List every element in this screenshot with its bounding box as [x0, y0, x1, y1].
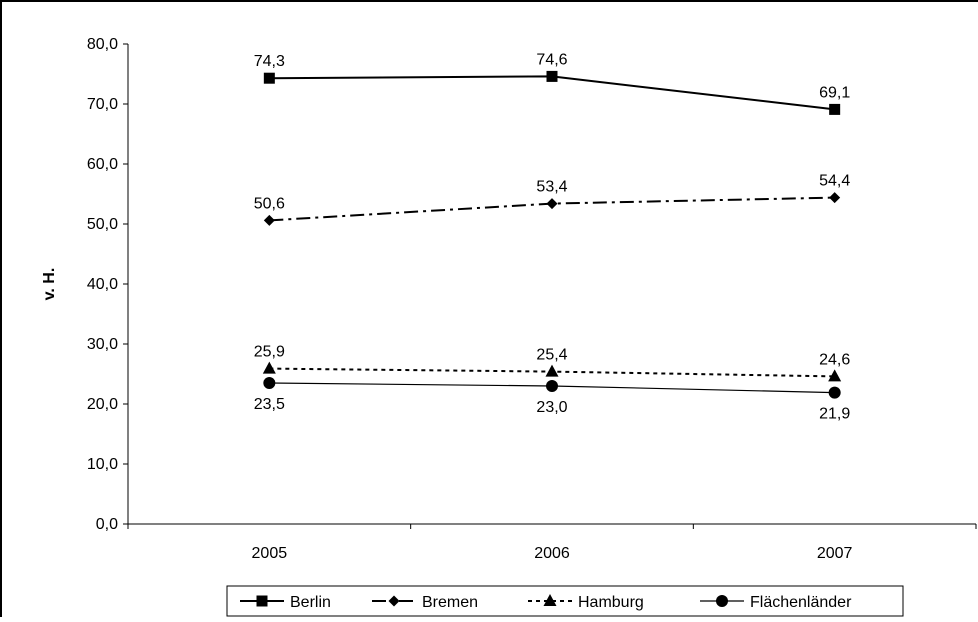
data-point-fl-chenl-nder — [546, 380, 558, 392]
legend-marker-fl-chenl-nder — [716, 595, 728, 607]
y-tick-label: 50,0 — [87, 216, 118, 233]
data-point-fl-chenl-nder — [828, 386, 841, 399]
legend-marker-bremen — [388, 595, 400, 607]
data-label-hamburg: 24,6 — [819, 351, 850, 368]
data-label-berlin: 69,1 — [819, 84, 850, 101]
x-tick-label: 2005 — [252, 545, 288, 562]
data-label-bremen: 50,6 — [254, 195, 285, 212]
y-tick-label: 0,0 — [96, 516, 118, 533]
data-point-bremen — [546, 198, 558, 210]
legend-item-bremen: Bremen — [372, 594, 478, 611]
data-label-fl-chenl-nder: 23,0 — [536, 399, 567, 416]
legend-label-fl-chenl-nder: Flächenländer — [750, 594, 852, 611]
legend-label-hamburg: Hamburg — [578, 594, 644, 611]
chart-legend: Berlin Bremen Hamburg Flächenländer — [226, 585, 904, 617]
chart-series — [262, 70, 842, 399]
data-label-fl-chenl-nder: 21,9 — [819, 406, 850, 423]
legend-item-berlin: Berlin — [240, 594, 331, 611]
chart-axes: 0,0 10,0 20,0 30,0 40,0 50,0 60,0 70,0 80,0 2005 2… — [41, 36, 977, 562]
legend-marker-berlin — [256, 595, 268, 607]
data-label-bremen: 53,4 — [536, 179, 567, 196]
y-tick-label: 20,0 — [87, 396, 118, 413]
data-point-hamburg — [262, 361, 276, 374]
y-tick-label: 70,0 — [87, 96, 118, 113]
y-tick-label: 30,0 — [87, 336, 118, 353]
data-point-fl-chenl-nder — [263, 377, 276, 389]
x-tick-label: 2006 — [534, 545, 570, 562]
chart-data-labels: 74,3 74,6 69,1 50,6 53,4 54,4 25,9 25,4 24,6 23,5… — [254, 51, 851, 422]
data-point-berlin — [829, 103, 841, 115]
y-axis-title: v. H. — [41, 268, 58, 301]
data-label-hamburg: 25,9 — [254, 344, 285, 361]
data-label-bremen: 54,4 — [819, 173, 850, 190]
legend-item-fl-chenl-nder: Flächenländer — [700, 594, 852, 611]
legend-item-hamburg: Hamburg — [528, 594, 644, 611]
data-point-berlin — [546, 70, 558, 82]
data-point-hamburg — [545, 364, 559, 377]
y-tick-label: 60,0 — [87, 156, 118, 173]
x-tick-label: 2007 — [817, 545, 853, 562]
data-label-berlin: 74,6 — [536, 51, 567, 68]
data-point-berlin — [263, 72, 275, 84]
data-point-hamburg — [828, 369, 842, 382]
y-tick-label: 10,0 — [87, 456, 118, 473]
data-label-berlin: 74,3 — [254, 53, 285, 70]
legend-label-bremen: Bremen — [422, 594, 478, 611]
data-label-hamburg: 25,4 — [536, 347, 567, 364]
y-tick-label: 80,0 — [87, 36, 118, 53]
legend-label-berlin: Berlin — [290, 594, 331, 611]
data-label-fl-chenl-nder: 23,5 — [254, 396, 285, 413]
legend-marker-hamburg — [543, 594, 557, 606]
data-point-bremen — [263, 214, 275, 226]
y-tick-label: 40,0 — [87, 276, 118, 293]
legend-box — [226, 585, 904, 617]
data-point-bremen — [829, 192, 841, 204]
